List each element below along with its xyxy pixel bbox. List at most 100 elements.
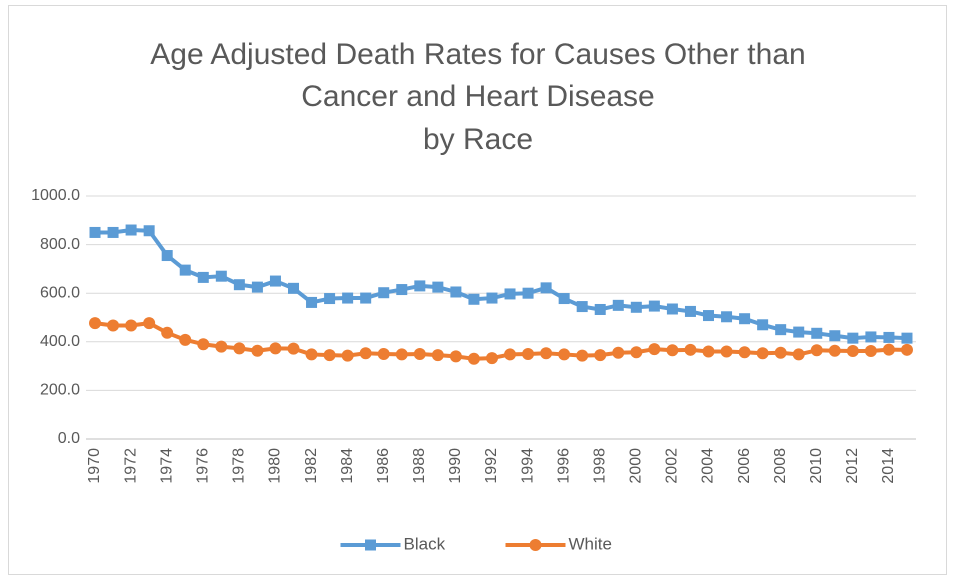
marker (125, 319, 138, 332)
marker (485, 352, 498, 365)
marker (251, 281, 263, 293)
marker (233, 279, 245, 291)
y-tick-label: 600.0 (40, 284, 80, 301)
marker (829, 330, 841, 342)
marker (287, 342, 300, 355)
marker (468, 293, 480, 305)
x-tick-label: 1972 (122, 448, 139, 484)
marker (377, 347, 390, 360)
marker (89, 317, 102, 330)
chart-title: Age Adjusted Death Rates for Causes Othe… (150, 38, 805, 71)
marker (107, 226, 119, 238)
marker (233, 342, 246, 355)
y-tick-label: 800.0 (40, 236, 80, 253)
marker (486, 292, 498, 304)
marker (359, 347, 372, 360)
marker (793, 326, 805, 338)
marker (594, 303, 606, 315)
x-tick-label: 1990 (447, 448, 464, 484)
marker (341, 349, 354, 362)
marker (179, 333, 192, 346)
marker (143, 225, 155, 237)
x-tick-label: 1996 (555, 448, 572, 484)
marker (161, 250, 173, 262)
x-tick-label: 2014 (880, 448, 897, 484)
x-tick-label: 1998 (591, 448, 608, 484)
marker (612, 346, 625, 359)
chart-frame (8, 5, 947, 575)
marker (522, 347, 535, 360)
marker (720, 345, 733, 358)
marker (847, 332, 859, 344)
marker (450, 286, 462, 298)
marker (215, 270, 227, 282)
y-tick-label: 400.0 (40, 333, 80, 350)
x-tick-label: 1978 (231, 448, 248, 484)
marker (558, 348, 571, 361)
x-tick-label: 1992 (483, 448, 500, 484)
marker (413, 347, 426, 360)
marker (143, 317, 156, 330)
marker (792, 348, 805, 361)
marker (540, 347, 553, 360)
x-tick-label: 1986 (375, 448, 392, 484)
marker (251, 344, 264, 357)
marker (576, 349, 589, 362)
marker (306, 296, 318, 308)
marker (269, 275, 281, 287)
marker (846, 345, 859, 358)
x-tick-label: 1974 (158, 448, 175, 484)
chart-title: by Race (423, 123, 533, 156)
x-tick-label: 2004 (700, 448, 717, 484)
marker (684, 305, 696, 317)
marker (89, 226, 101, 238)
marker (179, 264, 191, 276)
marker (594, 349, 607, 362)
marker (107, 319, 120, 332)
marker (305, 348, 318, 361)
marker (739, 313, 751, 325)
marker (721, 311, 733, 323)
marker (703, 310, 714, 322)
marker (161, 326, 174, 339)
marker (612, 299, 624, 311)
marker (396, 284, 408, 296)
marker (882, 343, 895, 356)
marker (900, 343, 913, 356)
x-tick-label: 1994 (519, 448, 536, 484)
marker (901, 332, 913, 344)
y-tick-label: 200.0 (40, 382, 80, 399)
marker (883, 331, 895, 343)
marker (828, 344, 841, 357)
marker (648, 300, 660, 312)
marker (684, 343, 697, 356)
chart-title: Cancer and Heart Disease (301, 80, 655, 113)
series-line (94, 321, 908, 361)
marker (323, 349, 336, 362)
x-tick-label: 2012 (844, 448, 861, 484)
marker (522, 287, 534, 299)
marker (395, 348, 408, 361)
marker (666, 344, 679, 357)
marker (810, 344, 823, 357)
marker (558, 293, 570, 305)
marker (378, 287, 390, 299)
marker (757, 319, 769, 331)
marker (431, 349, 444, 362)
legend-label: Black (404, 534, 446, 553)
x-tick-label: 2010 (808, 448, 825, 484)
marker (774, 346, 787, 359)
marker (288, 282, 299, 294)
marker (342, 292, 354, 304)
series-line (95, 228, 908, 341)
marker (215, 340, 228, 353)
marker (269, 342, 282, 355)
marker (540, 282, 552, 294)
x-tick-label: 1970 (86, 448, 103, 484)
marker (197, 271, 209, 283)
marker (864, 345, 877, 358)
x-tick-label: 1988 (411, 448, 428, 484)
marker (504, 288, 516, 300)
legend-marker (529, 539, 542, 551)
